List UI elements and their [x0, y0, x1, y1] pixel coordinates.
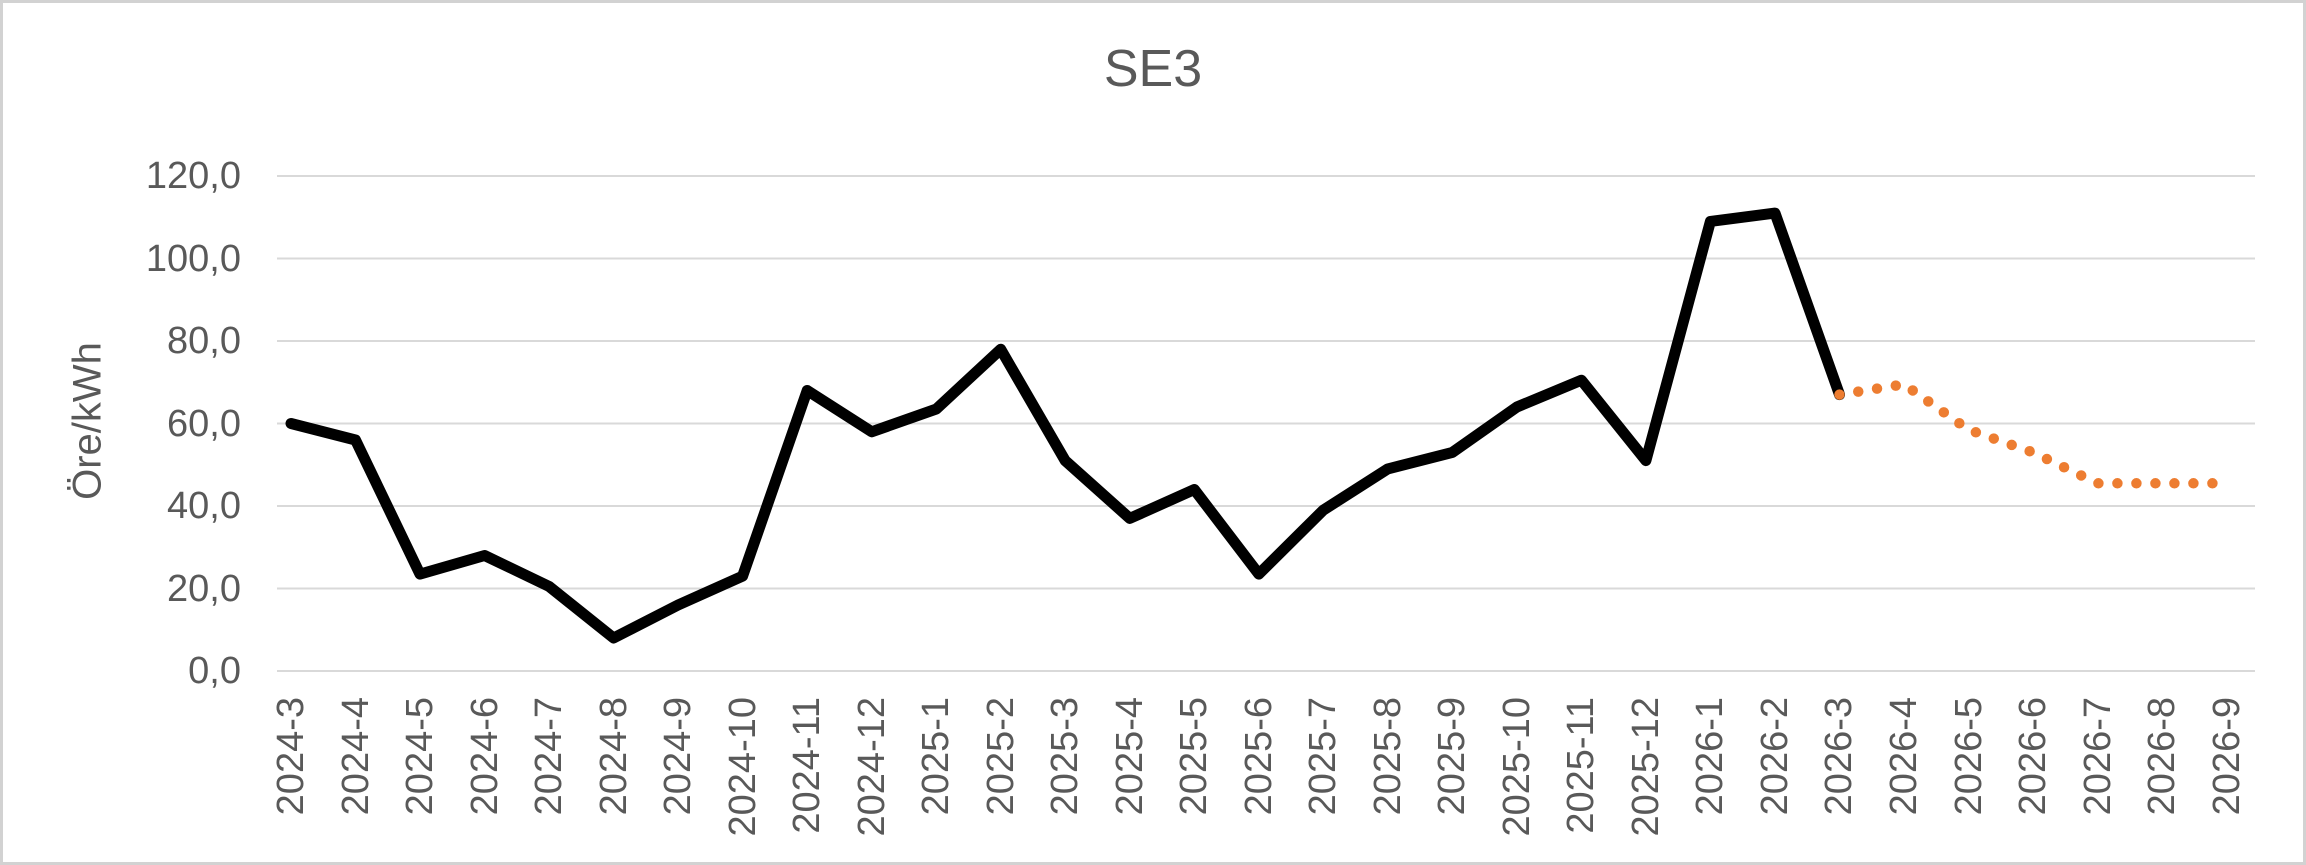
x-tick-label: 2024-5 — [399, 697, 442, 816]
x-tick-label: 2026-5 — [1947, 697, 1990, 816]
x-tick-label: 2026-8 — [2141, 697, 2184, 816]
x-tick-label: 2025-11 — [1560, 697, 1603, 834]
x-tick-label: 2025-12 — [1624, 697, 1667, 837]
x-tick-label: 2026-9 — [2205, 697, 2248, 816]
y-tick-label: 100,0 — [145, 237, 241, 280]
x-tick-label: 2024-9 — [657, 697, 700, 816]
x-tick-label: 2026-7 — [2076, 697, 2119, 816]
dotted-orange-series-line — [1834, 379, 2232, 489]
solid-black-series-line — [285, 207, 1845, 644]
x-tick-label: 2024-11 — [786, 697, 829, 834]
y-tick-label: 60,0 — [167, 402, 241, 445]
x-tick-label: 2024-8 — [592, 697, 635, 816]
x-tick-label: 2025-2 — [979, 697, 1022, 816]
x-tick-label: 2025-5 — [1173, 697, 1216, 816]
x-tick-label: 2025-6 — [1237, 697, 1280, 816]
x-tick-label: 2026-4 — [1883, 697, 1925, 816]
x-tick-label: 2024-6 — [463, 697, 506, 816]
x-tick-label: 2024-3 — [270, 697, 312, 816]
x-tick-label: 2025-9 — [1431, 697, 1474, 816]
x-tick-label: 2025-3 — [1044, 697, 1087, 816]
x-tick-label: 2025-8 — [1366, 697, 1409, 816]
x-tick-label: 2024-10 — [721, 697, 764, 837]
plot-area — [277, 175, 2255, 672]
x-tick-label: 2025-1 — [915, 697, 958, 816]
y-tick-label: 80,0 — [167, 320, 241, 362]
x-tick-label: 2024-7 — [528, 697, 571, 816]
y-tick-label: 20,0 — [167, 567, 241, 610]
x-tick-label: 2026-2 — [1753, 697, 1796, 816]
x-tick-label: 2024-4 — [334, 697, 377, 816]
chart-title: SE3 — [1103, 40, 1203, 98]
x-tick-label: 2025-10 — [1495, 697, 1538, 837]
x-tick-label: 2025-4 — [1108, 697, 1151, 816]
x-tick-label: 2024-12 — [850, 697, 893, 837]
y-tick-label: 40,0 — [167, 485, 241, 527]
x-tick-label: 2026-3 — [1818, 697, 1861, 816]
x-tick-label: 2025-7 — [1302, 697, 1345, 816]
y-tick-label: 0,0 — [188, 650, 241, 692]
x-tick-label: 2026-6 — [2012, 697, 2055, 816]
y-tick-label: 120,0 — [145, 155, 241, 197]
x-tick-label: 2026-1 — [1689, 697, 1732, 816]
